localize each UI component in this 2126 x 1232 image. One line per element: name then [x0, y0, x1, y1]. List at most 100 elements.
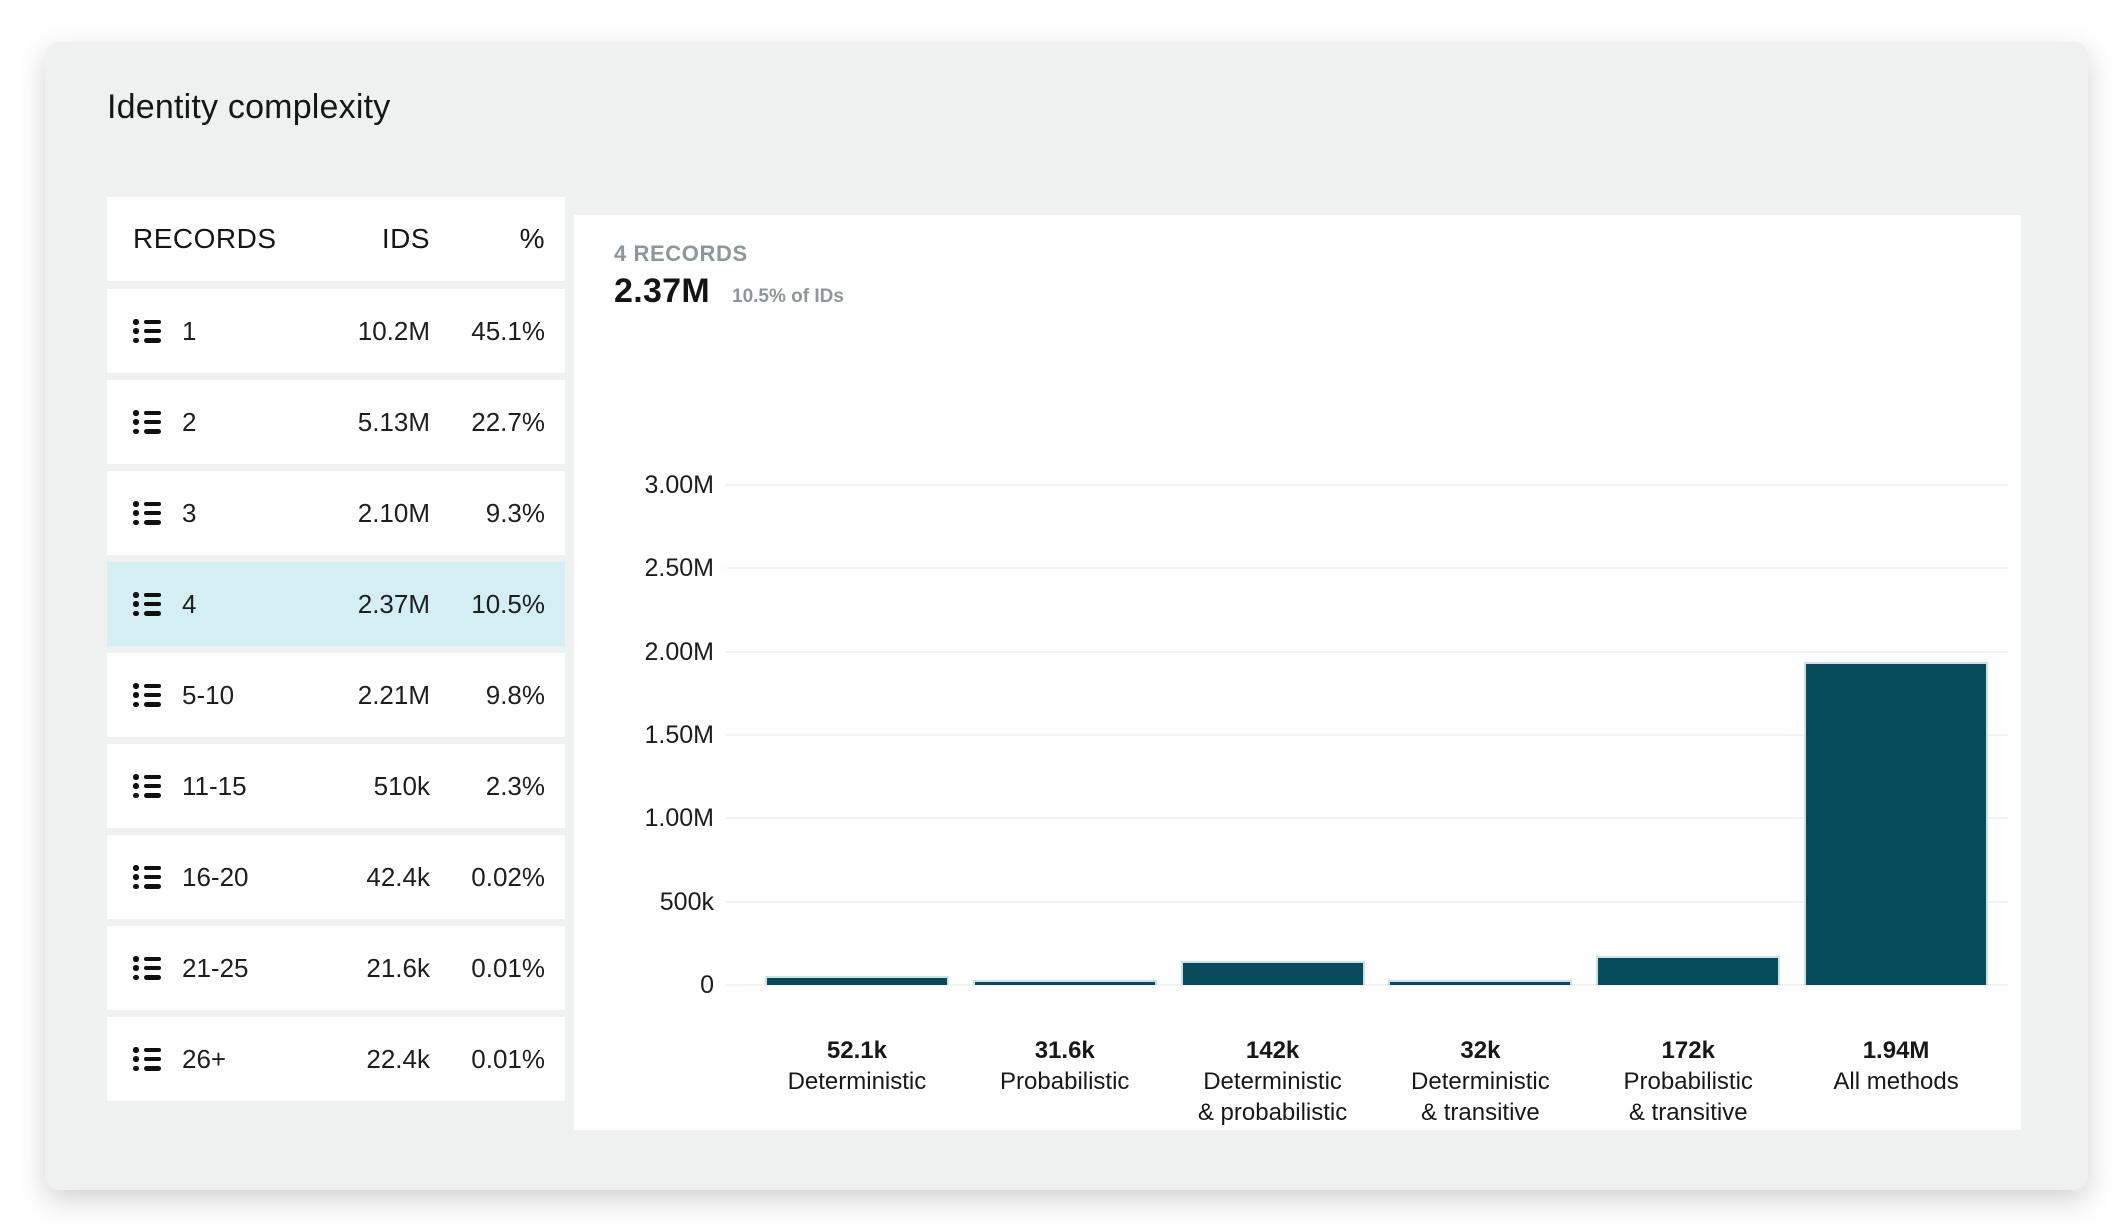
bar-category-label: & transitive [1584, 1097, 1792, 1128]
bar-value-label: 142k [1169, 1035, 1377, 1066]
records-cell: 3 [182, 498, 196, 529]
bar-category-label: & transitive [1376, 1097, 1584, 1128]
y-axis-tick-label: 3.00M [574, 471, 714, 499]
bar-category-label: & probabilistic [1169, 1097, 1377, 1128]
x-axis-label: 32kDeterministic& transitive [1376, 1035, 1584, 1128]
chart-bars [753, 485, 2000, 985]
bar-category-label: Probabilistic [1584, 1066, 1792, 1097]
list-icon [133, 592, 161, 616]
records-cell: 4 [182, 589, 196, 620]
bar-column [1584, 485, 1792, 985]
records-table: RECORDS IDS % 1 10.2M45.1% 2 5.13M22.7% 3 2.1… [107, 197, 565, 1101]
table-row-records-21-25[interactable]: 21-25 21.6k0.01% [107, 926, 565, 1010]
ids-cell: 42.4k [325, 862, 430, 893]
pct-cell: 22.7% [430, 407, 545, 438]
list-icon [133, 683, 161, 707]
table-row-records-2[interactable]: 2 5.13M22.7% [107, 380, 565, 464]
identity-complexity-card: Identity complexity RECORDS IDS % 1 10.2M… [45, 42, 2088, 1190]
table-row-records-1[interactable]: 1 10.2M45.1% [107, 289, 565, 373]
bar-column [753, 485, 961, 985]
table-row-records-3[interactable]: 3 2.10M9.3% [107, 471, 565, 555]
pct-cell: 9.3% [430, 498, 545, 529]
selected-records-label: 4 RECORDS [614, 241, 844, 267]
x-axis-label: 172kProbabilistic& transitive [1584, 1035, 1792, 1128]
pct-cell: 9.8% [430, 680, 545, 711]
ids-cell: 10.2M [325, 316, 430, 347]
records-cell: 2 [182, 407, 196, 438]
list-icon [133, 865, 161, 889]
table-row-records-16-20[interactable]: 16-20 42.4k0.02% [107, 835, 565, 919]
bar-column [1169, 485, 1377, 985]
x-axis-label: 31.6kProbabilistic [961, 1035, 1169, 1128]
pct-cell: 2.3% [430, 771, 545, 802]
records-cell: 16-20 [182, 862, 249, 893]
list-icon [133, 956, 161, 980]
records-cell: 26+ [182, 1044, 226, 1075]
ids-cell: 2.10M [325, 498, 430, 529]
bar-category-label: Deterministic [1376, 1066, 1584, 1097]
bar-probabilistic-transitive[interactable] [1596, 956, 1780, 985]
list-icon [133, 501, 161, 525]
records-table-header: RECORDS IDS % [107, 197, 565, 281]
y-axis-tick-label: 1.50M [574, 721, 714, 749]
list-icon [133, 1047, 161, 1071]
y-axis-tick-label: 0 [574, 971, 714, 999]
bar-value-label: 172k [1584, 1035, 1792, 1066]
records-cell: 5-10 [182, 680, 234, 711]
y-axis-tick-label: 500k [574, 888, 714, 916]
pct-cell: 0.01% [430, 953, 545, 984]
bar-column [961, 485, 1169, 985]
selected-ids-share: 10.5% of IDs [732, 286, 844, 308]
column-header-pct: % [430, 223, 545, 255]
list-icon [133, 319, 161, 343]
page-title: Identity complexity [107, 88, 390, 127]
y-axis-tick-label: 1.00M [574, 804, 714, 832]
bar-deterministic[interactable] [765, 976, 949, 985]
bar-value-label: 31.6k [961, 1035, 1169, 1066]
chart-panel: 4 RECORDS 2.37M 10.5% of IDs 3.00M 2.50M 2… [574, 215, 2021, 1130]
ids-cell: 21.6k [325, 953, 430, 984]
pct-cell: 0.02% [430, 862, 545, 893]
x-axis-label: 52.1kDeterministic [753, 1035, 961, 1128]
bar-value-label: 1.94M [1792, 1035, 2000, 1066]
chart-x-labels: 52.1kDeterministic31.6kProbabilistic142k… [753, 1035, 2000, 1128]
records-cell: 21-25 [182, 953, 249, 984]
bar-column [1376, 485, 1584, 985]
pct-cell: 10.5% [430, 589, 545, 620]
list-icon [133, 410, 161, 434]
y-axis-tick-label: 2.50M [574, 554, 714, 582]
bar-deterministic-probabilistic[interactable] [1181, 961, 1365, 985]
table-row-records-5-10[interactable]: 5-10 2.21M9.8% [107, 653, 565, 737]
bar-column [1792, 485, 2000, 985]
bar-category-label: Deterministic [1169, 1066, 1377, 1097]
selected-ids-value: 2.37M [614, 272, 710, 311]
bar-probabilistic[interactable] [973, 980, 1157, 985]
records-table-rows: 1 10.2M45.1% 2 5.13M22.7% 3 2.10M9.3% 4 2.37M10… [107, 289, 565, 1101]
table-row-records-11-15[interactable]: 11-15 510k2.3% [107, 744, 565, 828]
column-header-records: RECORDS [133, 223, 325, 255]
ids-cell: 5.13M [325, 407, 430, 438]
column-header-ids: IDS [325, 223, 430, 255]
bar-category-label: Deterministic [753, 1066, 961, 1097]
bar-category-label: Probabilistic [961, 1066, 1169, 1097]
ids-cell: 2.21M [325, 680, 430, 711]
bar-value-label: 32k [1376, 1035, 1584, 1066]
ids-cell: 2.37M [325, 589, 430, 620]
records-cell: 1 [182, 316, 196, 347]
records-cell: 11-15 [182, 771, 247, 802]
bar-category-label: All methods [1792, 1066, 2000, 1097]
pct-cell: 45.1% [430, 316, 545, 347]
bar-deterministic-transitive[interactable] [1388, 980, 1572, 985]
x-axis-label: 142kDeterministic& probabilistic [1169, 1035, 1377, 1128]
list-icon [133, 774, 161, 798]
ids-cell: 510k [325, 771, 430, 802]
table-row-records-4[interactable]: 4 2.37M10.5% [107, 562, 565, 646]
pct-cell: 0.01% [430, 1044, 545, 1075]
chart-header: 4 RECORDS 2.37M 10.5% of IDs [614, 241, 844, 311]
bar-value-label: 52.1k [753, 1035, 961, 1066]
table-row-records-26+[interactable]: 26+ 22.4k0.01% [107, 1017, 565, 1101]
y-axis-tick-label: 2.00M [574, 638, 714, 666]
ids-cell: 22.4k [325, 1044, 430, 1075]
x-axis-label: 1.94MAll methods [1792, 1035, 2000, 1128]
bar-all-methods[interactable] [1804, 662, 1988, 985]
